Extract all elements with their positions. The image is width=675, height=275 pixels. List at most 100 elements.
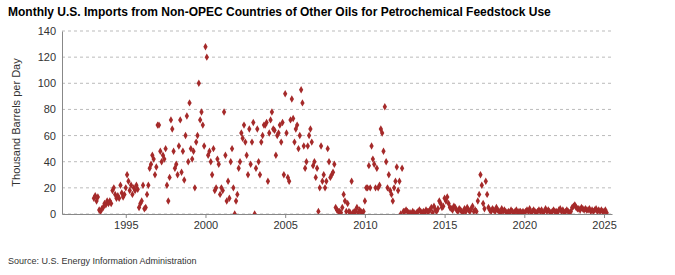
data-point	[320, 178, 324, 185]
data-point	[235, 191, 239, 198]
data-point	[182, 176, 186, 183]
data-point	[250, 138, 254, 145]
data-point	[318, 184, 322, 191]
data-point	[299, 86, 303, 93]
data-point	[291, 115, 295, 122]
x-tick-mark	[285, 214, 286, 218]
data-point	[478, 171, 482, 178]
data-point	[203, 43, 207, 50]
data-point	[186, 158, 190, 165]
grid	[62, 31, 612, 214]
data-point	[163, 145, 167, 152]
source-note: Source: U.S. Energy Information Administ…	[8, 256, 197, 266]
data-point	[393, 178, 397, 185]
data-point	[298, 132, 302, 139]
data-point	[392, 184, 396, 191]
data-point	[226, 178, 230, 185]
data-point	[384, 158, 388, 165]
data-point	[367, 162, 371, 169]
data-point	[247, 125, 251, 132]
data-point	[245, 151, 249, 158]
data-point	[314, 174, 318, 181]
data-point	[264, 119, 268, 126]
data-point	[171, 148, 175, 155]
data-point	[349, 178, 353, 185]
data-point	[396, 187, 400, 194]
data-point	[157, 121, 161, 128]
data-point	[303, 165, 307, 172]
data-point	[199, 108, 203, 115]
data-point	[193, 184, 197, 191]
data-point	[380, 129, 384, 136]
x-tick-label: 2020	[513, 219, 537, 231]
data-point	[230, 145, 234, 152]
data-point	[246, 171, 250, 178]
y-tick-label: 0	[50, 208, 56, 220]
data-point	[174, 161, 178, 168]
data-point	[258, 171, 262, 178]
data-point	[167, 174, 171, 181]
data-point	[482, 205, 486, 212]
x-tick-mark	[524, 214, 525, 218]
data-point	[197, 80, 201, 87]
data-point	[389, 191, 393, 198]
grid-line	[62, 83, 612, 84]
y-tick-label: 120	[38, 51, 56, 63]
data-point	[377, 182, 381, 189]
grid-line	[62, 109, 612, 110]
data-point	[295, 121, 299, 128]
data-point	[254, 165, 258, 172]
data-point	[400, 165, 404, 172]
grid-line	[62, 161, 612, 162]
data-point	[124, 184, 128, 191]
data-point	[165, 182, 169, 189]
data-point	[252, 210, 256, 214]
data-point	[221, 187, 225, 194]
data-point	[169, 116, 173, 123]
x-tick-label: 2000	[194, 219, 218, 231]
x-tick-label: 2005	[273, 219, 297, 231]
data-point	[201, 121, 205, 128]
data-point	[381, 148, 385, 155]
data-point	[170, 125, 174, 132]
data-point	[436, 205, 440, 212]
x-tick-mark	[126, 214, 127, 218]
x-axis-line	[63, 214, 613, 215]
data-point	[209, 158, 213, 165]
data-point	[332, 161, 336, 168]
chart-title: Monthly U.S. Imports from Non-OPEC Count…	[8, 5, 551, 19]
data-point	[185, 112, 189, 119]
y-tick-label: 100	[38, 77, 56, 89]
data-point	[368, 184, 372, 191]
data-point	[341, 191, 345, 198]
x-tick-mark	[604, 214, 605, 218]
data-point	[282, 171, 286, 178]
data-point	[279, 138, 283, 145]
data-point	[268, 116, 272, 123]
x-tick-label: 2010	[353, 219, 377, 231]
data-point	[166, 197, 170, 204]
x-tick-label: 2025	[592, 219, 616, 231]
x-tick: 2005	[273, 214, 297, 231]
chart-svg: 0204060801001201401995200020052010201520…	[0, 0, 675, 275]
data-point	[233, 210, 237, 214]
data-point	[287, 178, 291, 185]
data-point	[319, 142, 323, 149]
data-point	[118, 182, 122, 189]
data-point	[276, 129, 280, 136]
grid-line	[62, 57, 612, 58]
data-point	[205, 53, 209, 60]
data-point	[283, 90, 287, 97]
data-point	[217, 161, 221, 168]
data-point	[141, 182, 145, 189]
y-tick-label: 40	[44, 156, 56, 168]
data-point	[112, 184, 116, 191]
data-point	[345, 200, 349, 207]
data-point	[207, 148, 211, 155]
data-point	[237, 165, 241, 172]
x-tick: 1995	[114, 214, 138, 231]
data-point	[122, 191, 126, 198]
data-point	[194, 138, 198, 145]
data-point	[109, 200, 113, 207]
data-point	[306, 142, 310, 149]
